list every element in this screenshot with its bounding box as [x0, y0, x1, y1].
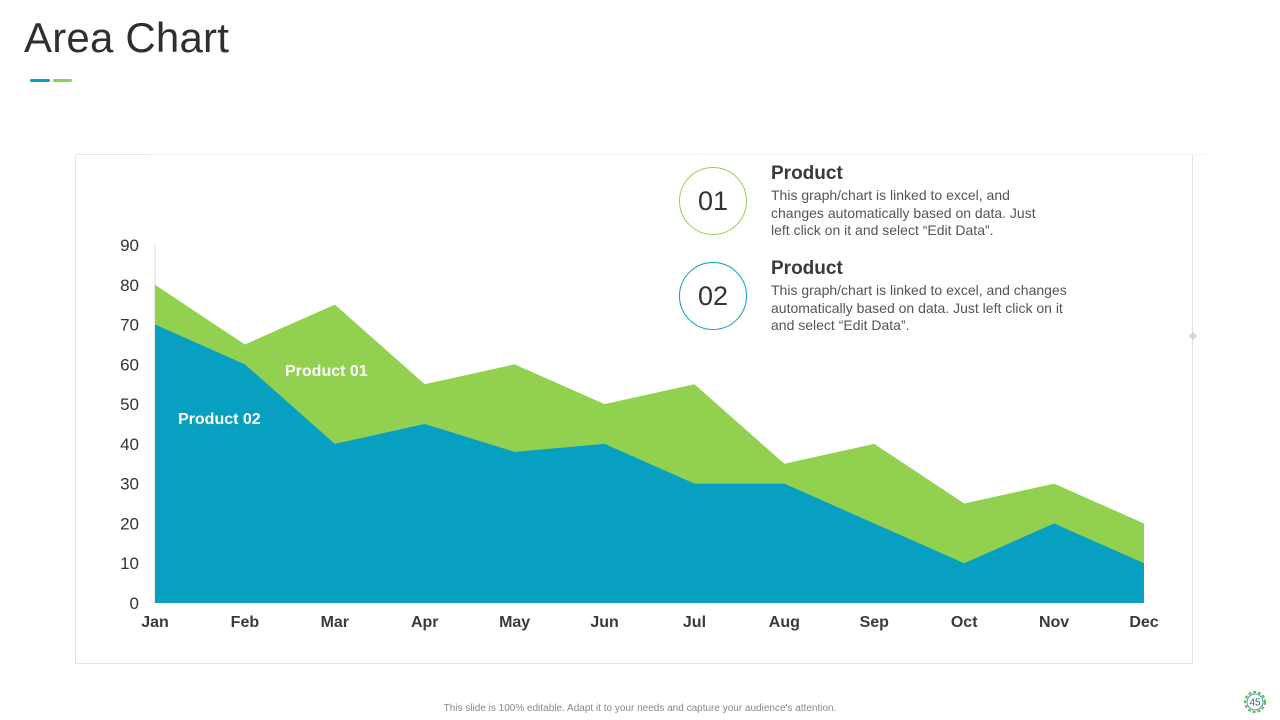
- page-number-badge: 45: [1244, 691, 1266, 713]
- legend-number-circle: 02: [679, 262, 747, 330]
- y-tick-label: 50: [120, 395, 139, 414]
- legend-description-line: and select “Edit Data”.: [771, 317, 910, 333]
- x-category-label: Apr: [411, 614, 439, 631]
- y-tick-label: 40: [120, 435, 139, 454]
- legend-description-line: This graph/chart is linked to excel, and: [771, 187, 1010, 203]
- y-tick-label: 0: [130, 594, 139, 613]
- y-tick-label: 20: [120, 514, 139, 533]
- x-category-label: Mar: [321, 614, 349, 631]
- y-tick-label: 10: [120, 554, 139, 573]
- legend-number: 02: [697, 280, 729, 311]
- y-tick-label: 90: [120, 236, 139, 255]
- series-label-product-02: Product 02: [178, 411, 261, 428]
- x-category-label: Dec: [1129, 614, 1158, 631]
- page-number: 45: [1249, 698, 1261, 709]
- x-category-label: Aug: [769, 614, 800, 631]
- x-category-label: Feb: [231, 614, 260, 631]
- title-accent-blue: [30, 79, 50, 82]
- x-category-label: Jan: [141, 614, 169, 631]
- legend-heading: Product: [771, 258, 843, 279]
- y-tick-label: 30: [120, 475, 139, 494]
- x-category-label: Sep: [860, 614, 890, 631]
- legend-number: 01: [697, 185, 729, 216]
- chart-frame-top-edge: [150, 154, 1206, 155]
- legend-item-02: 02 Product This graph/chart is linked to…: [679, 258, 1139, 342]
- legend-item-01: 01 Product This graph/chart is linked to…: [679, 163, 1139, 247]
- gear-icon: [1244, 691, 1266, 713]
- y-tick-label: 80: [120, 276, 139, 295]
- x-category-label: Oct: [951, 614, 978, 631]
- legend-number-circle: 01: [679, 167, 747, 235]
- series-label-product-01: Product 01: [285, 363, 368, 380]
- legend-description-line: changes automatically based on data. Jus…: [771, 204, 1036, 221]
- x-category-label: Jun: [590, 614, 618, 631]
- footer-note: This slide is 100% editable. Adapt it to…: [443, 703, 837, 714]
- x-category-label: Jul: [683, 614, 706, 631]
- area-product-02: [155, 324, 1144, 603]
- legend-description-line: automatically based on data. Just left c…: [771, 299, 1063, 316]
- legend-description-line: left click on it and select “Edit Data”.: [771, 222, 994, 238]
- title-accent-green: [53, 79, 72, 82]
- legend-heading: Product: [771, 163, 843, 184]
- legend-description: This graph/chart is linked to excel, and…: [771, 187, 1036, 240]
- y-tick-label: 70: [120, 316, 139, 335]
- y-tick-label: 60: [120, 355, 139, 374]
- x-category-label: May: [499, 614, 530, 631]
- legend-description-line: This graph/chart is linked to excel, and…: [771, 282, 1067, 298]
- legend-description: This graph/chart is linked to excel, and…: [771, 282, 1067, 335]
- page-title: Area Chart: [24, 14, 230, 61]
- x-category-label: Nov: [1039, 614, 1069, 631]
